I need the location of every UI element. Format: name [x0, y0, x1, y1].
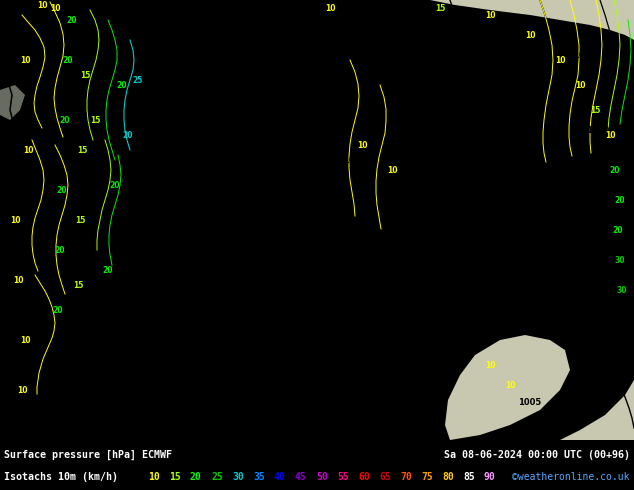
Text: 50: 50	[316, 472, 328, 482]
Text: 10: 10	[37, 0, 48, 9]
Text: 30: 30	[232, 472, 243, 482]
Text: 15: 15	[435, 3, 445, 13]
Text: 20: 20	[53, 305, 63, 315]
Text: 15: 15	[77, 146, 87, 154]
Text: 20: 20	[57, 186, 67, 195]
Text: 20: 20	[60, 116, 70, 124]
Text: Sa 08-06-2024 00:00 UTC (00+96): Sa 08-06-2024 00:00 UTC (00+96)	[444, 450, 630, 460]
Text: 20: 20	[610, 166, 620, 174]
Text: 10: 10	[505, 381, 515, 390]
Text: 25: 25	[133, 75, 143, 84]
Text: 15: 15	[169, 472, 181, 482]
Text: 10: 10	[387, 166, 398, 174]
Text: 65: 65	[379, 472, 391, 482]
Text: 35: 35	[253, 472, 265, 482]
Text: 20: 20	[123, 130, 133, 140]
Text: 15: 15	[73, 280, 83, 290]
Text: 10: 10	[13, 275, 23, 285]
Text: 10: 10	[49, 3, 60, 13]
Text: 85: 85	[463, 472, 475, 482]
Text: 1010: 1010	[573, 50, 597, 59]
Polygon shape	[430, 0, 634, 40]
Text: 30: 30	[615, 255, 625, 265]
Text: 20: 20	[110, 180, 120, 190]
Text: 10: 10	[23, 146, 33, 154]
Text: 10: 10	[20, 55, 30, 65]
Polygon shape	[0, 85, 25, 120]
Text: 60: 60	[358, 472, 370, 482]
Text: 10: 10	[357, 141, 367, 149]
Text: 25: 25	[211, 472, 223, 482]
Text: 70: 70	[400, 472, 411, 482]
Text: Surface pressure [hPa] ECMWF: Surface pressure [hPa] ECMWF	[4, 450, 172, 460]
Polygon shape	[445, 335, 570, 440]
Text: 15: 15	[590, 105, 600, 115]
Text: 10: 10	[485, 361, 495, 369]
Text: 20: 20	[55, 245, 65, 254]
Text: 1005: 1005	[519, 397, 541, 407]
Text: 10: 10	[20, 336, 30, 344]
Text: 1000: 1000	[308, 345, 332, 355]
Text: 10: 10	[148, 472, 160, 482]
Polygon shape	[560, 380, 634, 440]
Text: 10: 10	[485, 10, 495, 20]
Text: 10: 10	[525, 30, 535, 40]
Text: 1000: 1000	[403, 211, 427, 220]
Text: 75: 75	[421, 472, 433, 482]
Text: 55: 55	[337, 472, 349, 482]
Text: Isotachs 10m (km/h): Isotachs 10m (km/h)	[4, 472, 118, 482]
Text: 10: 10	[16, 386, 27, 394]
Text: 15: 15	[80, 71, 90, 79]
Text: 20: 20	[67, 16, 77, 24]
Text: 80: 80	[442, 472, 454, 482]
Text: 10: 10	[555, 55, 566, 65]
Text: 1005: 1005	[188, 59, 212, 69]
Text: 20: 20	[190, 472, 202, 482]
Text: 20: 20	[615, 196, 625, 204]
Text: 10: 10	[575, 80, 585, 90]
Text: 20: 20	[117, 80, 127, 90]
Text: 1010: 1010	[344, 155, 366, 165]
Text: 20: 20	[103, 266, 113, 274]
Text: 1010: 1010	[586, 125, 610, 135]
Text: 20: 20	[63, 55, 74, 65]
Text: ©weatheronline.co.uk: ©weatheronline.co.uk	[512, 472, 630, 482]
Text: 15: 15	[90, 116, 100, 124]
Text: 90: 90	[484, 472, 496, 482]
Text: 15: 15	[75, 216, 85, 224]
Text: 1010: 1010	[158, 32, 181, 42]
Text: 20: 20	[612, 225, 623, 235]
Text: 30: 30	[617, 286, 627, 294]
Text: 45: 45	[295, 472, 307, 482]
Text: 40: 40	[274, 472, 286, 482]
Text: 10: 10	[10, 216, 20, 224]
Text: 10: 10	[605, 130, 615, 140]
Text: 10: 10	[325, 3, 335, 13]
